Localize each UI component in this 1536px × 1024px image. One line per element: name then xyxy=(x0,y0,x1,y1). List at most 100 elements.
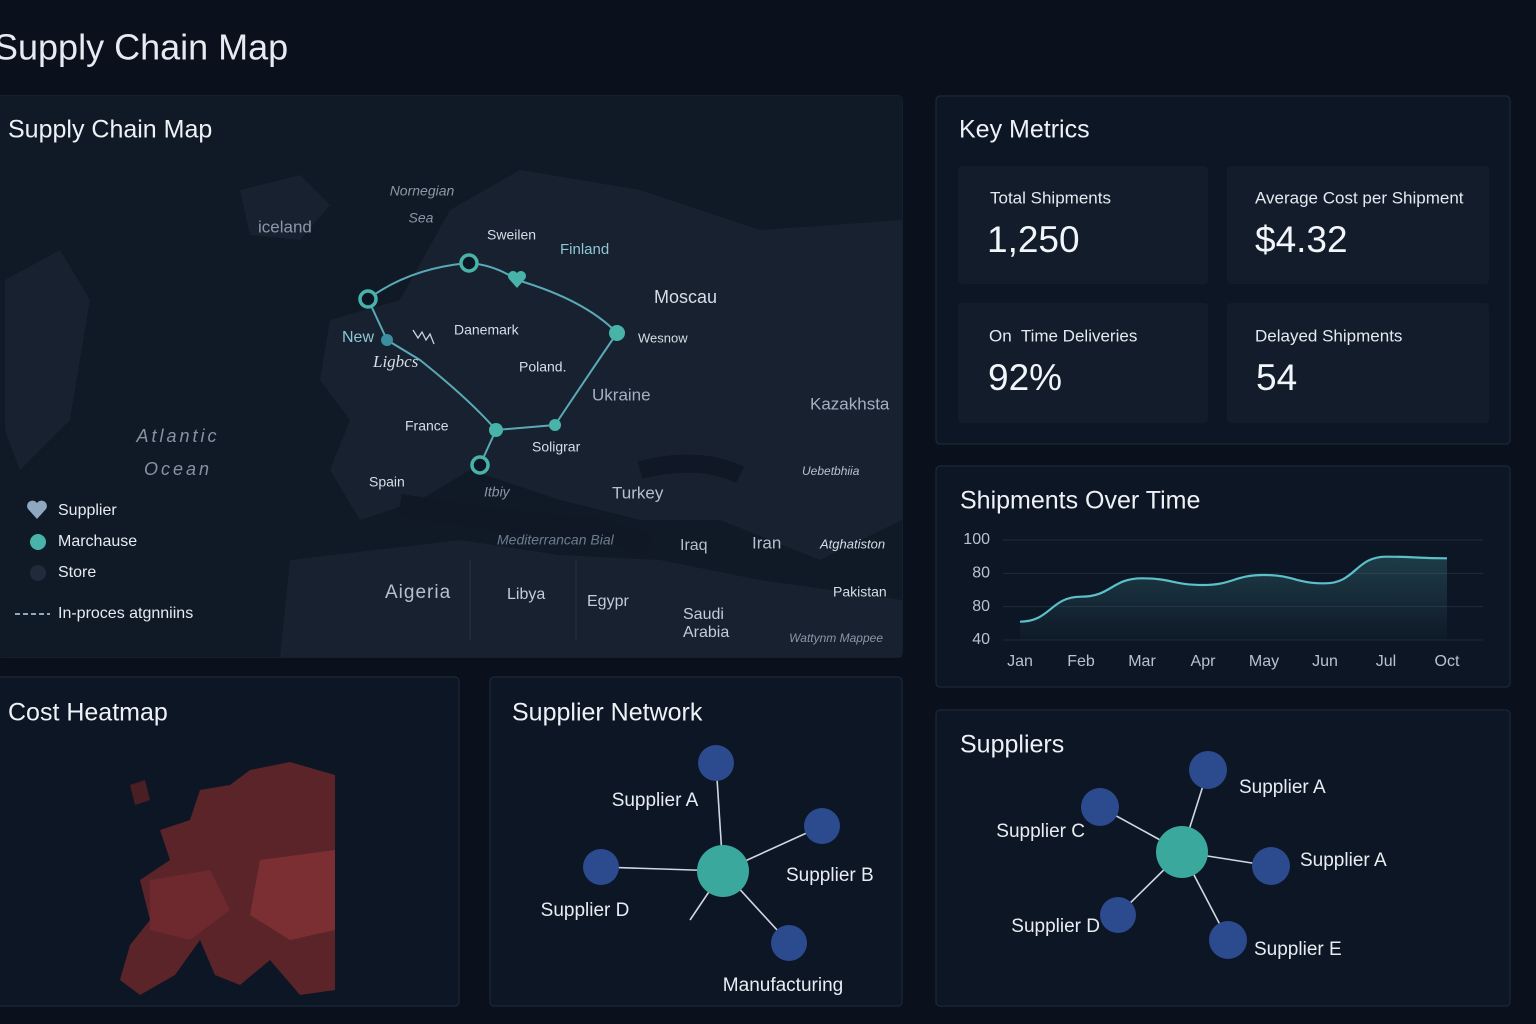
heat-region xyxy=(150,870,230,940)
node-label: Supplier A xyxy=(612,790,699,811)
legend-icon xyxy=(30,565,46,581)
place-label: Iran xyxy=(752,533,781,552)
node xyxy=(771,925,807,961)
hub-node xyxy=(697,845,749,897)
place-label: Iraq xyxy=(680,537,708,554)
metric-card xyxy=(1227,166,1489,284)
x-tick-label: May xyxy=(1249,653,1279,670)
node xyxy=(1209,921,1247,959)
x-tick-label: Mar xyxy=(1128,653,1156,670)
node xyxy=(1252,847,1290,885)
x-tick-label: Jun xyxy=(1312,653,1338,670)
place-label: Atlantic xyxy=(135,426,219,446)
x-tick-label: Jan xyxy=(1007,653,1033,670)
panel-title: Cost Heatmap xyxy=(8,699,168,727)
legend-icon xyxy=(27,500,47,519)
place-label: Sweilen xyxy=(487,227,536,243)
map-background xyxy=(0,96,902,657)
place-label: Pakistan xyxy=(833,584,887,600)
supplier-icon xyxy=(508,271,526,288)
place-label: Spain xyxy=(369,474,405,490)
metric-value: 92% xyxy=(988,357,1062,398)
hub-node xyxy=(1156,826,1208,878)
land-shape xyxy=(5,250,90,470)
y-tick-label: 80 xyxy=(972,598,990,615)
metric-label: Total Shipments xyxy=(990,188,1111,207)
x-tick-label: Jul xyxy=(1376,653,1396,670)
panel-title: Key Metrics xyxy=(959,116,1090,144)
node-label: Manufacturing xyxy=(723,975,843,996)
panel-title: Suppliers xyxy=(960,731,1064,759)
place-label: Danemark xyxy=(454,322,520,338)
metric-value: 1,250 xyxy=(987,219,1080,260)
legend-label: In-proces atgnniins xyxy=(58,605,193,622)
heat-region xyxy=(250,850,335,940)
heatmap-shape xyxy=(120,762,335,995)
place-label: Uebetbhiia xyxy=(802,464,860,478)
route xyxy=(367,261,619,432)
place-label: Moscau xyxy=(654,287,717,307)
node xyxy=(583,849,619,885)
place-label: Atghatiston xyxy=(819,536,885,551)
place-label: Mediterrancan Bial xyxy=(497,532,615,548)
node xyxy=(1189,751,1227,789)
place-label: Saudi xyxy=(683,606,724,623)
node-label: Supplier C xyxy=(996,821,1085,842)
land-shape xyxy=(240,175,330,240)
place-label: Itbiy xyxy=(484,484,511,500)
node xyxy=(1100,897,1136,933)
x-tick-label: Feb xyxy=(1067,653,1095,670)
place-label: Libya xyxy=(507,586,545,603)
metric-card xyxy=(1227,303,1489,423)
panel-title: Supplier Network xyxy=(512,699,703,727)
place-label: Egypr xyxy=(587,593,629,610)
node-label: Supplier E xyxy=(1254,939,1342,960)
metric-label: Delayed Shipments xyxy=(1255,326,1402,345)
network-panel xyxy=(489,676,903,1007)
node-label: Supplier D xyxy=(1011,916,1100,937)
metric-label: Average Cost per Shipment xyxy=(1255,188,1464,207)
place-label: Arabia xyxy=(683,624,729,641)
place-label: Turkey xyxy=(612,483,664,502)
sea-shape xyxy=(637,454,745,484)
metric-card xyxy=(958,166,1208,284)
glyph xyxy=(412,329,435,345)
land-shape xyxy=(280,540,902,657)
line-series xyxy=(1019,555,1448,623)
place-label: Ocean xyxy=(144,459,212,479)
metric-card xyxy=(958,303,1208,423)
y-tick-label: 100 xyxy=(963,531,990,548)
chart-title: Shipments Over Time xyxy=(960,487,1200,515)
sea-shape xyxy=(398,494,654,556)
map-legend: Supplier Marchause Store In-proces atgnn… xyxy=(15,500,193,622)
line-area xyxy=(1020,556,1447,640)
map-nodes xyxy=(358,253,625,475)
legend-label: Supplier xyxy=(58,502,117,519)
metric-value: 54 xyxy=(1256,357,1297,398)
heat-region xyxy=(120,762,335,995)
place-label: Sea xyxy=(409,210,434,226)
page-title: Supply Chain Map xyxy=(0,27,288,68)
metric-value: $4.32 xyxy=(1255,219,1348,260)
node xyxy=(381,334,393,346)
legend-label: Marchause xyxy=(58,533,137,550)
place-label: Kazakhsta xyxy=(810,394,890,413)
place-label: Aigeria xyxy=(385,582,451,603)
node xyxy=(1081,788,1119,826)
map-credit: Wattynm Mappee xyxy=(789,631,883,645)
place-label: Nornegian xyxy=(390,183,455,199)
place-labels: Nornegian Sea iceland Sweilen Finland Mo… xyxy=(135,183,889,642)
node xyxy=(489,423,503,437)
node-ring xyxy=(459,253,479,273)
place-label: Ligbcs xyxy=(372,352,419,371)
place-label: Ukraine xyxy=(592,385,651,404)
line-chart: 100 80 80 40 Jan Feb Mar Apr May Jun Jul Oct xyxy=(963,531,1483,670)
node-ring xyxy=(358,289,378,309)
node xyxy=(804,808,840,844)
node-ring xyxy=(470,455,490,475)
node-label: Supplier B xyxy=(786,865,874,886)
x-tick-label: Apr xyxy=(1191,653,1217,670)
